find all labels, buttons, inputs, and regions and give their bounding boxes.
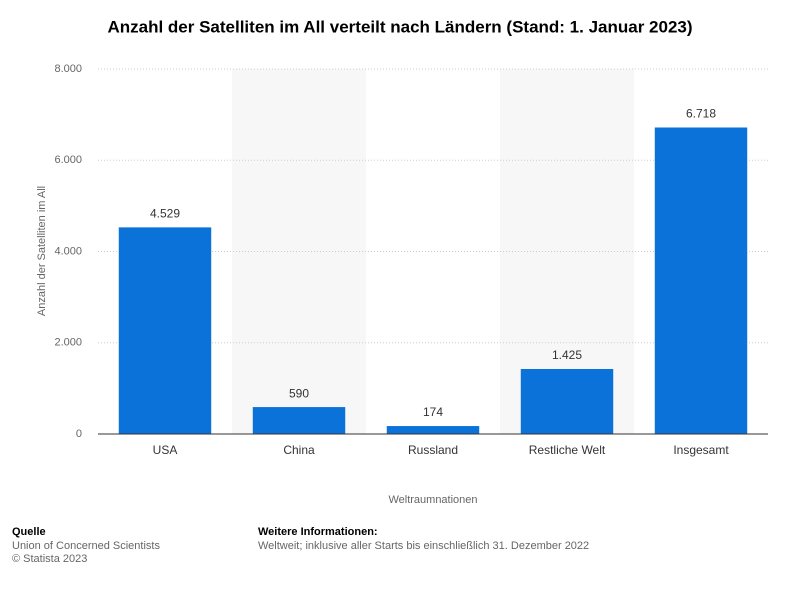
value-label: 1.425 bbox=[552, 348, 582, 362]
bar bbox=[654, 127, 748, 435]
value-label: 4.529 bbox=[150, 207, 180, 221]
chart-title: Anzahl der Satelliten im All verteilt na… bbox=[107, 17, 692, 36]
y-tick-label: 2.000 bbox=[54, 337, 82, 349]
x-tick-label: Restliche Welt bbox=[529, 443, 606, 457]
y-axis-title: Anzahl der Satelliten im All bbox=[36, 186, 48, 316]
source-line: Union of Concerned Scientists bbox=[12, 540, 160, 552]
y-tick-label: 6.000 bbox=[54, 154, 82, 166]
source-line: © Statista 2023 bbox=[12, 553, 87, 565]
bar bbox=[520, 368, 614, 434]
value-label: 6.718 bbox=[686, 107, 716, 121]
x-tick-label: China bbox=[283, 443, 315, 457]
bar bbox=[386, 426, 480, 434]
bar bbox=[252, 407, 346, 434]
bar bbox=[118, 227, 212, 434]
value-label: 174 bbox=[423, 405, 443, 419]
source-heading: Quelle bbox=[12, 526, 46, 538]
x-tick-label: Russland bbox=[408, 443, 458, 457]
info-heading: Weitere Informationen: bbox=[258, 526, 378, 538]
x-axis-title: Weltraumnationen bbox=[388, 494, 477, 506]
y-tick-label: 4.000 bbox=[54, 245, 82, 257]
x-tick-label: USA bbox=[153, 443, 178, 457]
y-tick-label: 8.000 bbox=[54, 63, 82, 75]
x-tick-label: Insgesamt bbox=[673, 443, 729, 457]
y-tick-label: 0 bbox=[76, 428, 82, 440]
value-label: 590 bbox=[289, 386, 309, 400]
info-text: Weltweit; inklusive aller Starts bis ein… bbox=[258, 540, 589, 552]
